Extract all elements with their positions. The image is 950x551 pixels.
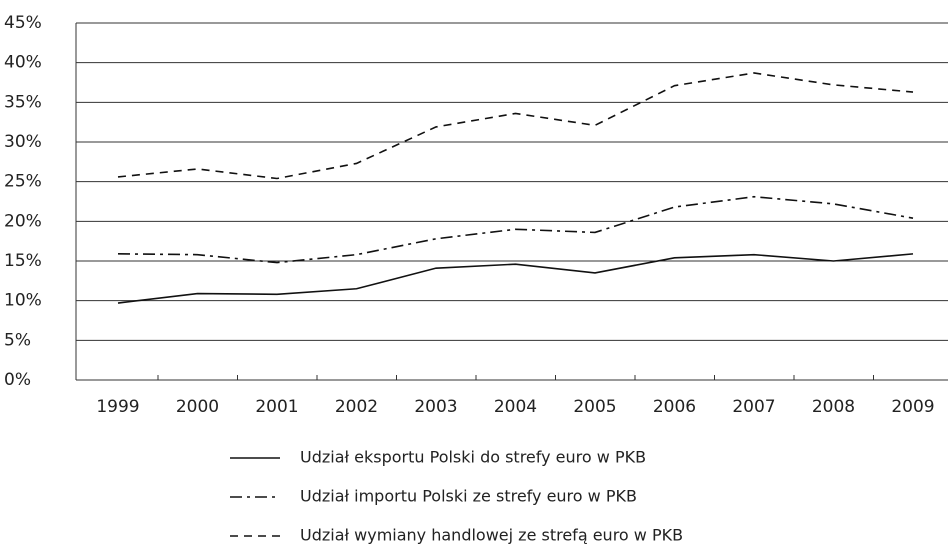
y-tick-label: 5% <box>4 330 31 350</box>
legend-label: Udział wymiany handlowej ze strefą euro … <box>300 526 683 545</box>
y-tick-label: 10% <box>4 291 42 311</box>
legend-label: Udział eksportu Polski do strefy euro w … <box>300 448 646 467</box>
x-tick-label: 2002 <box>335 397 378 417</box>
x-tick-label: 2003 <box>414 397 457 417</box>
x-tick-label: 2008 <box>812 397 855 417</box>
series-line <box>117 195 914 264</box>
x-tick-label: 2006 <box>653 397 696 417</box>
x-tick-label: 2009 <box>891 397 934 417</box>
series-line <box>117 253 914 304</box>
y-tick-label: 30% <box>4 132 42 152</box>
x-tick-label: 2004 <box>494 397 537 417</box>
x-tick-label: 2005 <box>573 397 616 417</box>
y-tick-label: 20% <box>4 211 42 231</box>
x-tick-label: 2007 <box>732 397 775 417</box>
legend-label: Udział importu Polski ze strefy euro w P… <box>300 487 637 506</box>
series-line <box>117 72 914 180</box>
y-tick-label: 0% <box>4 370 31 390</box>
x-tick-label: 2000 <box>176 397 219 417</box>
x-tick-label: 2001 <box>255 397 298 417</box>
y-tick-label: 15% <box>4 251 42 271</box>
x-tick-label: 1999 <box>96 397 139 417</box>
y-tick-label: 35% <box>4 92 42 112</box>
y-tick-label: 25% <box>4 172 42 192</box>
y-tick-label: 45% <box>4 13 42 33</box>
y-tick-label: 40% <box>4 53 42 73</box>
